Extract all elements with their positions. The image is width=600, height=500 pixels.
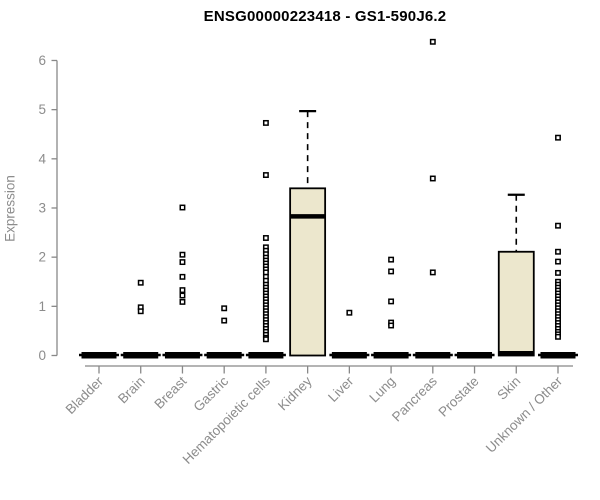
outlier-point	[262, 172, 269, 178]
outlier-point	[346, 309, 353, 316]
x-tick-label: Kidney	[275, 373, 315, 413]
outlier-point	[429, 38, 436, 45]
outlier-point	[179, 287, 186, 294]
outlier-point	[388, 268, 395, 275]
outlier-point	[429, 269, 436, 276]
x-tick-label: Liver	[325, 373, 357, 405]
outlier-point	[221, 317, 228, 324]
y-tick-label: 3	[38, 200, 46, 215]
x-tick-label: Lung	[366, 374, 398, 406]
outlier-point	[262, 336, 269, 343]
x-tick-label: Bladder	[63, 373, 107, 417]
collapsed-box	[206, 352, 242, 359]
y-tick-label: 1	[38, 299, 46, 314]
outlier-point	[179, 259, 186, 266]
outlier-point	[137, 308, 144, 315]
collapsed-box	[248, 352, 284, 359]
outlier-point	[179, 298, 186, 305]
collapsed-box	[540, 352, 576, 359]
box	[497, 250, 535, 357]
y-tick-label: 6	[38, 53, 46, 68]
outlier-point	[388, 256, 395, 263]
x-tick-label: Gastric	[190, 373, 231, 414]
x-tick-label: Skin	[494, 374, 523, 403]
outlier-point	[179, 204, 186, 211]
outlier-point	[555, 258, 561, 265]
outlier-point	[137, 279, 144, 286]
x-tick-label: Unknown / Other	[483, 373, 566, 456]
collapsed-box	[415, 352, 451, 359]
outlier-point	[388, 298, 395, 305]
outlier-point	[388, 322, 395, 329]
y-tick-label: 5	[38, 102, 46, 117]
outlier-point	[179, 273, 186, 280]
outlier-point	[221, 305, 228, 312]
outlier-point	[262, 119, 269, 126]
outlier-point	[179, 251, 186, 258]
box	[289, 187, 327, 357]
outlier-point	[555, 248, 561, 255]
outlier-point	[555, 333, 561, 340]
outlier-point	[179, 292, 186, 299]
collapsed-box	[81, 352, 117, 359]
collapsed-box	[164, 352, 200, 359]
outlier-point	[555, 269, 561, 276]
y-tick-label: 2	[38, 250, 46, 265]
outlier-point	[429, 175, 436, 182]
x-tick-label: Breast	[151, 373, 189, 411]
collapsed-box	[457, 352, 493, 359]
chart-title: ENSG00000223418 - GS1-590J6.2	[203, 8, 447, 25]
x-tick-label: Pancreas	[389, 373, 440, 424]
collapsed-box	[123, 352, 159, 359]
outlier-point	[555, 134, 561, 141]
outlier-point	[262, 235, 269, 241]
y-tick-label: 0	[38, 348, 46, 363]
collapsed-box	[373, 352, 409, 359]
x-tick-label: Brain	[115, 374, 148, 407]
outlier-point	[555, 222, 561, 229]
y-tick-label: 4	[38, 151, 46, 166]
x-tick-label: Prostate	[436, 374, 482, 420]
collapsed-box	[331, 352, 367, 359]
